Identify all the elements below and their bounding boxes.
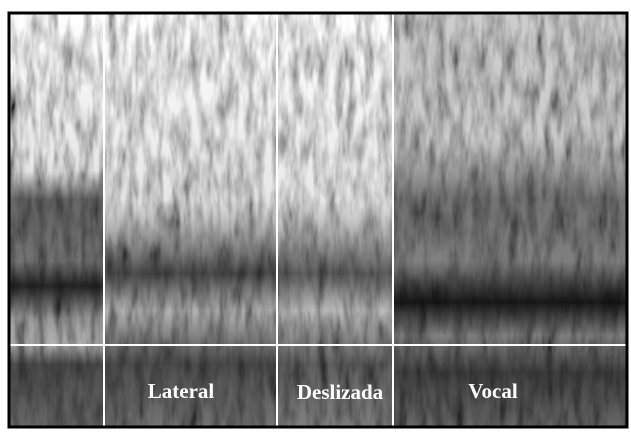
page: Lateral Deslizada Vocal (() => { const d… <box>0 0 631 432</box>
spectrogram-figure: Lateral Deslizada Vocal <box>0 0 631 432</box>
segment-label: Lateral <box>148 379 215 403</box>
formant-bands <box>10 14 105 426</box>
formant-bands <box>105 14 277 426</box>
formant-bands <box>277 14 393 426</box>
segment-label: Vocal <box>468 379 518 403</box>
segment-label: Deslizada <box>297 380 384 404</box>
spectrogram <box>10 14 626 426</box>
formant-bands <box>393 14 626 426</box>
